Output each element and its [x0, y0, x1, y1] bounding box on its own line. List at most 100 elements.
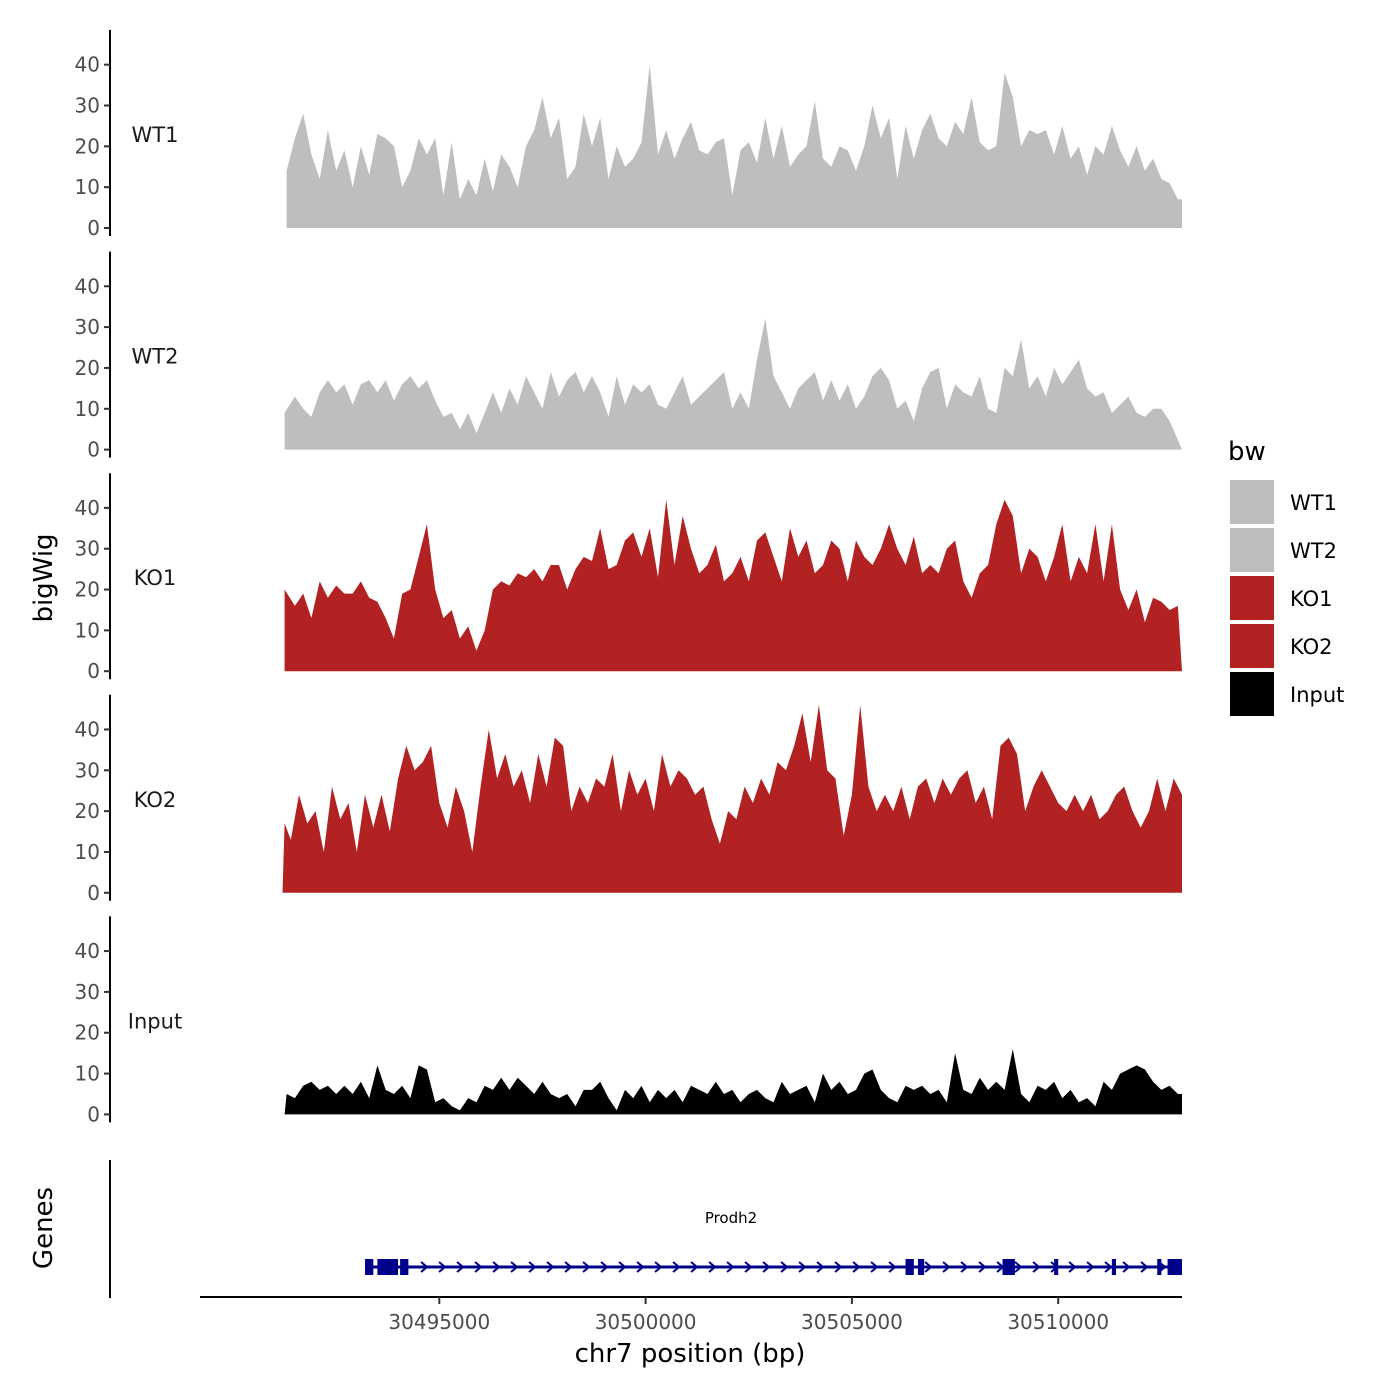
strand-arrow-icon	[1086, 1261, 1095, 1273]
strand-arrow-icon	[1068, 1261, 1077, 1273]
y-tick-label: 10	[75, 1062, 100, 1086]
legend-swatch-wt2	[1230, 528, 1274, 572]
gene-exon	[377, 1259, 399, 1275]
x-tick-label: 30495000	[388, 1310, 490, 1334]
y-tick-label: 40	[75, 274, 100, 298]
strand-arrow-icon	[780, 1261, 789, 1273]
y-tick-label: 30	[75, 315, 100, 339]
strand-arrow-icon	[834, 1261, 843, 1273]
track-label: WT1	[132, 123, 179, 147]
track-label: KO2	[134, 788, 177, 812]
strand-arrow-icon	[924, 1261, 933, 1273]
signal-area-ko1	[284, 499, 1183, 672]
strand-arrow-icon	[744, 1261, 753, 1273]
strand-arrow-icon	[798, 1261, 807, 1273]
strand-arrow-icon	[546, 1261, 555, 1273]
legend-title: bw	[1228, 437, 1266, 467]
signal-area-wt1	[286, 64, 1183, 228]
y-tick-label: 10	[75, 175, 100, 199]
strand-arrow-icon	[1014, 1261, 1023, 1273]
signal-area-ko2	[282, 705, 1182, 893]
strand-arrow-icon	[438, 1261, 447, 1273]
genes-axis-title: Genes	[29, 1187, 59, 1269]
strand-arrow-icon	[978, 1261, 987, 1273]
track-label: WT2	[132, 345, 179, 369]
gene-exon	[400, 1259, 409, 1275]
y-tick-label: 10	[75, 618, 100, 642]
legend-swatch-ko2	[1230, 624, 1274, 668]
signal-tracks: 0 10 20 30 40 WT1 0 10 20 30 40 WT2 0 10 20 30 40 KO1 0 10 2…	[75, 30, 1183, 1126]
strand-arrow-icon	[726, 1261, 735, 1273]
strand-arrow-icon	[636, 1261, 645, 1273]
legend-label: KO2	[1290, 635, 1333, 659]
x-tick-label: 30510000	[1007, 1310, 1109, 1334]
strand-arrow-icon	[852, 1261, 861, 1273]
track-ko2: 0 10 20 30 40 KO2	[75, 694, 1182, 905]
strand-arrow-icon	[474, 1261, 483, 1273]
strand-arrow-icon	[618, 1261, 627, 1273]
y-axis-title: bigWig	[29, 533, 59, 622]
strand-arrow-icon	[582, 1261, 591, 1273]
y-tick-label: 0	[87, 438, 100, 462]
x-tick-label: 30505000	[801, 1310, 903, 1334]
y-tick-label: 30	[75, 537, 100, 561]
strand-arrow-icon	[1032, 1261, 1041, 1273]
legend-label: WT1	[1290, 491, 1337, 515]
track-label: Input	[128, 1009, 182, 1033]
y-tick-label: 40	[75, 717, 100, 741]
strand-arrow-icon	[708, 1261, 717, 1273]
track-wt1: 0 10 20 30 40 WT1	[75, 30, 1183, 240]
track-input: 0 10 20 30 40 Input	[75, 916, 1183, 1126]
y-tick-label: 20	[75, 356, 100, 380]
legend-swatch-ko1	[1230, 576, 1274, 620]
strand-arrow-icon	[762, 1261, 771, 1273]
y-tick-label: 10	[75, 840, 100, 864]
gene-track: Prodh2	[109, 1160, 1182, 1298]
y-tick-label: 30	[75, 980, 100, 1004]
y-tick-label: 40	[75, 939, 100, 963]
track-ko1: 0 10 20 30 40 KO1	[75, 473, 1183, 683]
y-tick-label: 20	[75, 1021, 100, 1045]
strand-arrow-icon	[654, 1261, 663, 1273]
legend-swatch-wt1	[1230, 480, 1274, 524]
strand-arrow-icon	[942, 1261, 951, 1273]
strand-arrow-icon	[456, 1261, 465, 1273]
strand-arrow-icon	[672, 1261, 681, 1273]
y-tick-label: 30	[75, 94, 100, 118]
x-tick-label: 30500000	[595, 1310, 697, 1334]
gene-exon	[905, 1259, 914, 1275]
strand-arrow-icon	[960, 1261, 969, 1273]
gene-exon	[1157, 1259, 1162, 1275]
y-tick-label: 0	[87, 1102, 100, 1126]
x-axis: 30495000 30500000 30505000 30510000	[200, 1296, 1182, 1334]
strand-arrow-icon	[816, 1261, 825, 1273]
y-tick-label: 20	[75, 134, 100, 158]
strand-arrow-icon	[600, 1261, 609, 1273]
gene-exon	[1002, 1259, 1015, 1275]
y-tick-label: 20	[75, 799, 100, 823]
y-tick-label: 30	[75, 758, 100, 782]
strand-arrow-icon	[870, 1261, 879, 1273]
strand-arrow-icon	[1122, 1261, 1131, 1273]
strand-arrow-icon	[888, 1261, 897, 1273]
strand-arrow-icon	[420, 1261, 429, 1273]
legend-swatch-input	[1230, 672, 1274, 716]
track-label: KO1	[134, 566, 177, 590]
gene-exon	[917, 1259, 925, 1275]
gene-exon	[1167, 1259, 1182, 1275]
legend: bw WT1 WT2 KO1 KO2 Input	[1228, 437, 1344, 716]
y-tick-label: 0	[87, 659, 100, 683]
y-tick-label: 0	[87, 881, 100, 905]
gene-exon	[1111, 1259, 1116, 1275]
gene-name-label: Prodh2	[705, 1209, 757, 1227]
x-axis-title: chr7 position (bp)	[575, 1339, 806, 1369]
strand-arrow-icon	[690, 1261, 699, 1273]
strand-arrow-icon	[1104, 1261, 1113, 1273]
strand-arrow-icon	[528, 1261, 537, 1273]
legend-label: Input	[1290, 683, 1344, 707]
gene-exon	[365, 1259, 374, 1275]
y-tick-label: 40	[75, 496, 100, 520]
track-wt2: 0 10 20 30 40 WT2	[75, 251, 1183, 462]
